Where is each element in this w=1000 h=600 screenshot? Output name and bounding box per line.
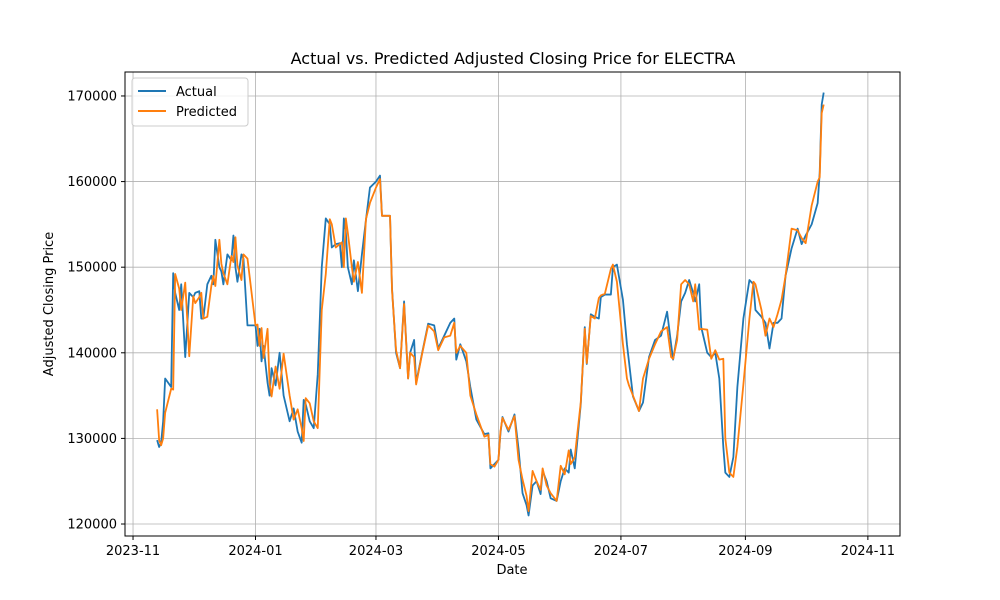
legend-label-actual: Actual — [176, 85, 217, 100]
x-tick-label: 2024-03 — [349, 544, 403, 559]
x-tick-label: 2023-11 — [106, 544, 160, 559]
plot-frame — [124, 71, 901, 537]
x-tick-label: 2024-09 — [718, 544, 772, 559]
x-axis-label: Date — [496, 563, 527, 578]
legend: Actual Predicted — [131, 77, 249, 127]
y-tick-label: 120000 — [67, 518, 117, 533]
x-tick-label: 2024-11 — [841, 544, 895, 559]
y-tick-label: 160000 — [67, 175, 117, 190]
x-tick-label: 2024-07 — [594, 544, 648, 559]
y-tick-label: 170000 — [67, 89, 117, 104]
y-tick-label: 140000 — [67, 346, 117, 361]
axis-ticks: 2023-11 2024-01 2024-03 2024-05 2024-07 2024-… — [67, 89, 895, 559]
series-line-predicted — [156, 104, 825, 513]
chart-title: Actual vs. Predicted Adjusted Closing Pr… — [291, 49, 736, 68]
y-tick-label: 130000 — [67, 432, 117, 447]
x-tick-label: 2024-01 — [228, 544, 282, 559]
x-tick-label: 2024-05 — [471, 544, 525, 559]
y-tick-label: 150000 — [67, 261, 117, 276]
y-axis-label: Adjusted Closing Price — [42, 232, 57, 376]
series-group — [156, 92, 825, 517]
legend-label-predicted: Predicted — [176, 105, 237, 120]
